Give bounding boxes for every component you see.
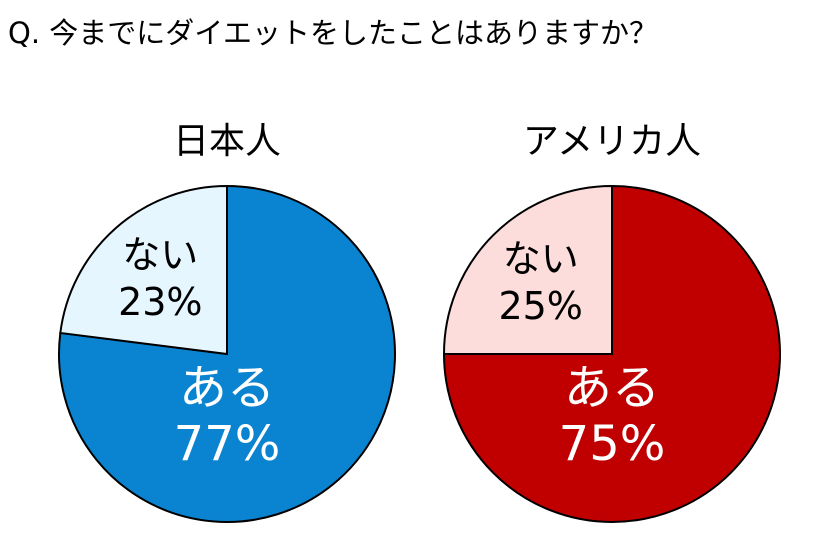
pie-slice-nai	[59, 184, 228, 356]
slice-label-nai: ない	[503, 237, 579, 281]
slice-value-nai: 23%	[118, 280, 202, 324]
question-text: Q. 今までにダイエットをしたことはありますか？	[8, 16, 658, 50]
chart-title-america: アメリカ人	[522, 121, 702, 162]
slice-label-nai: ない	[122, 233, 198, 277]
pie-slice-nai	[442, 184, 613, 355]
pie-slice-aru	[57, 184, 396, 523]
chart-title-japan: 日本人	[172, 121, 282, 162]
pie-slice-aru	[442, 184, 781, 523]
slice-value-nai: 25%	[498, 284, 582, 328]
slice-value-aru: 77%	[174, 416, 281, 472]
slice-label-aru: ある	[564, 360, 660, 416]
slice-value-aru: 75%	[559, 416, 666, 472]
slice-label-aru: ある	[179, 360, 275, 416]
